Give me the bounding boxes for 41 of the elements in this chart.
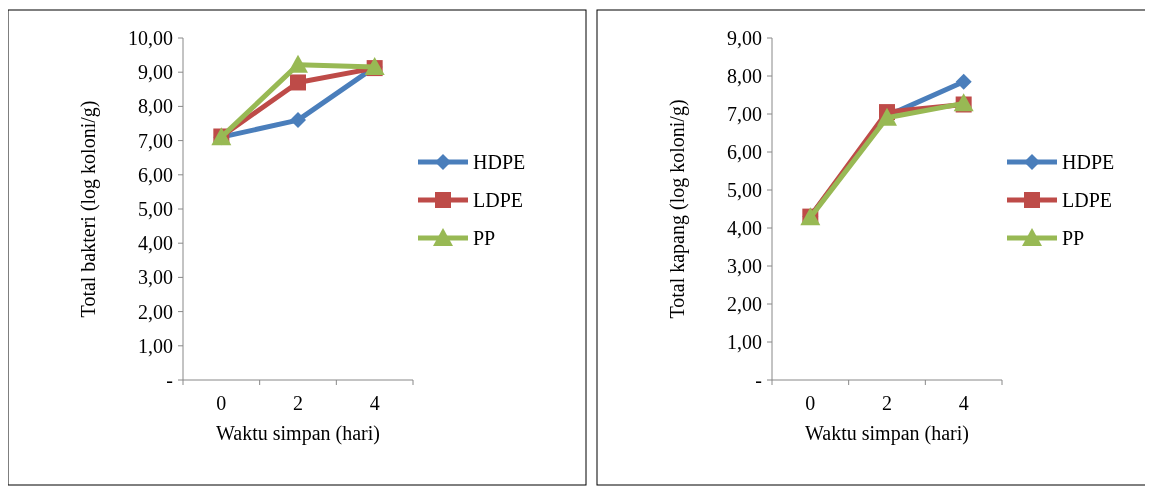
y-tick-label: 6,00 (138, 163, 173, 186)
x-axis-title: Waktu simpan (hari) (805, 422, 969, 445)
y-tick-label: 10,00 (128, 27, 173, 49)
x-tick-label: 2 (882, 392, 892, 414)
y-tick-label: 3,00 (727, 255, 762, 277)
y-tick-label: 2,00 (138, 300, 173, 323)
point (290, 112, 306, 129)
y-tick-label: 9,00 (727, 27, 762, 49)
y-tick-label: 8,00 (138, 95, 173, 118)
point (288, 54, 308, 73)
y-tick-label: 1,00 (138, 334, 173, 357)
y-tick-label: - (166, 369, 173, 391)
legend-label: HDPE (473, 151, 526, 173)
y-tick-label: 4,00 (727, 217, 762, 239)
legend-label: LDPE (1062, 189, 1112, 211)
y-tick-label: 3,00 (138, 266, 173, 289)
y-tick-label: 4,00 (138, 232, 173, 255)
y-tick-label: 2,00 (727, 293, 762, 315)
legend-label: PP (1062, 227, 1085, 249)
legend-label: HDPE (1062, 151, 1115, 173)
x-axis-title: Waktu simpan (hari) (216, 422, 380, 445)
y-tick-label: - (755, 369, 762, 391)
x-tick-label: 4 (369, 392, 380, 414)
x-tick-label: 4 (958, 392, 969, 414)
legend-label: LDPE (473, 189, 523, 211)
y-tick-label: 7,00 (727, 103, 762, 125)
y-tick-label: 1,00 (727, 331, 762, 353)
y-tick-label: 5,00 (138, 198, 173, 220)
y-axis-title: Total bakteri (log koloni/g) (77, 100, 100, 318)
x-tick-label: 0 (216, 392, 227, 414)
x-tick-label: 0 (805, 392, 816, 414)
y-tick-label: 9,00 (138, 61, 173, 84)
point (290, 74, 306, 91)
x-tick-label: 2 (293, 392, 303, 414)
y-tick-label: 5,00 (727, 179, 762, 201)
y-tick-label: 8,00 (727, 65, 762, 87)
legend-label: PP (473, 227, 496, 249)
y-tick-label: 6,00 (727, 141, 762, 163)
y-axis-title: Total kapang (log koloni/g) (666, 99, 689, 319)
y-tick-label: 7,00 (138, 129, 173, 152)
point (955, 73, 972, 90)
